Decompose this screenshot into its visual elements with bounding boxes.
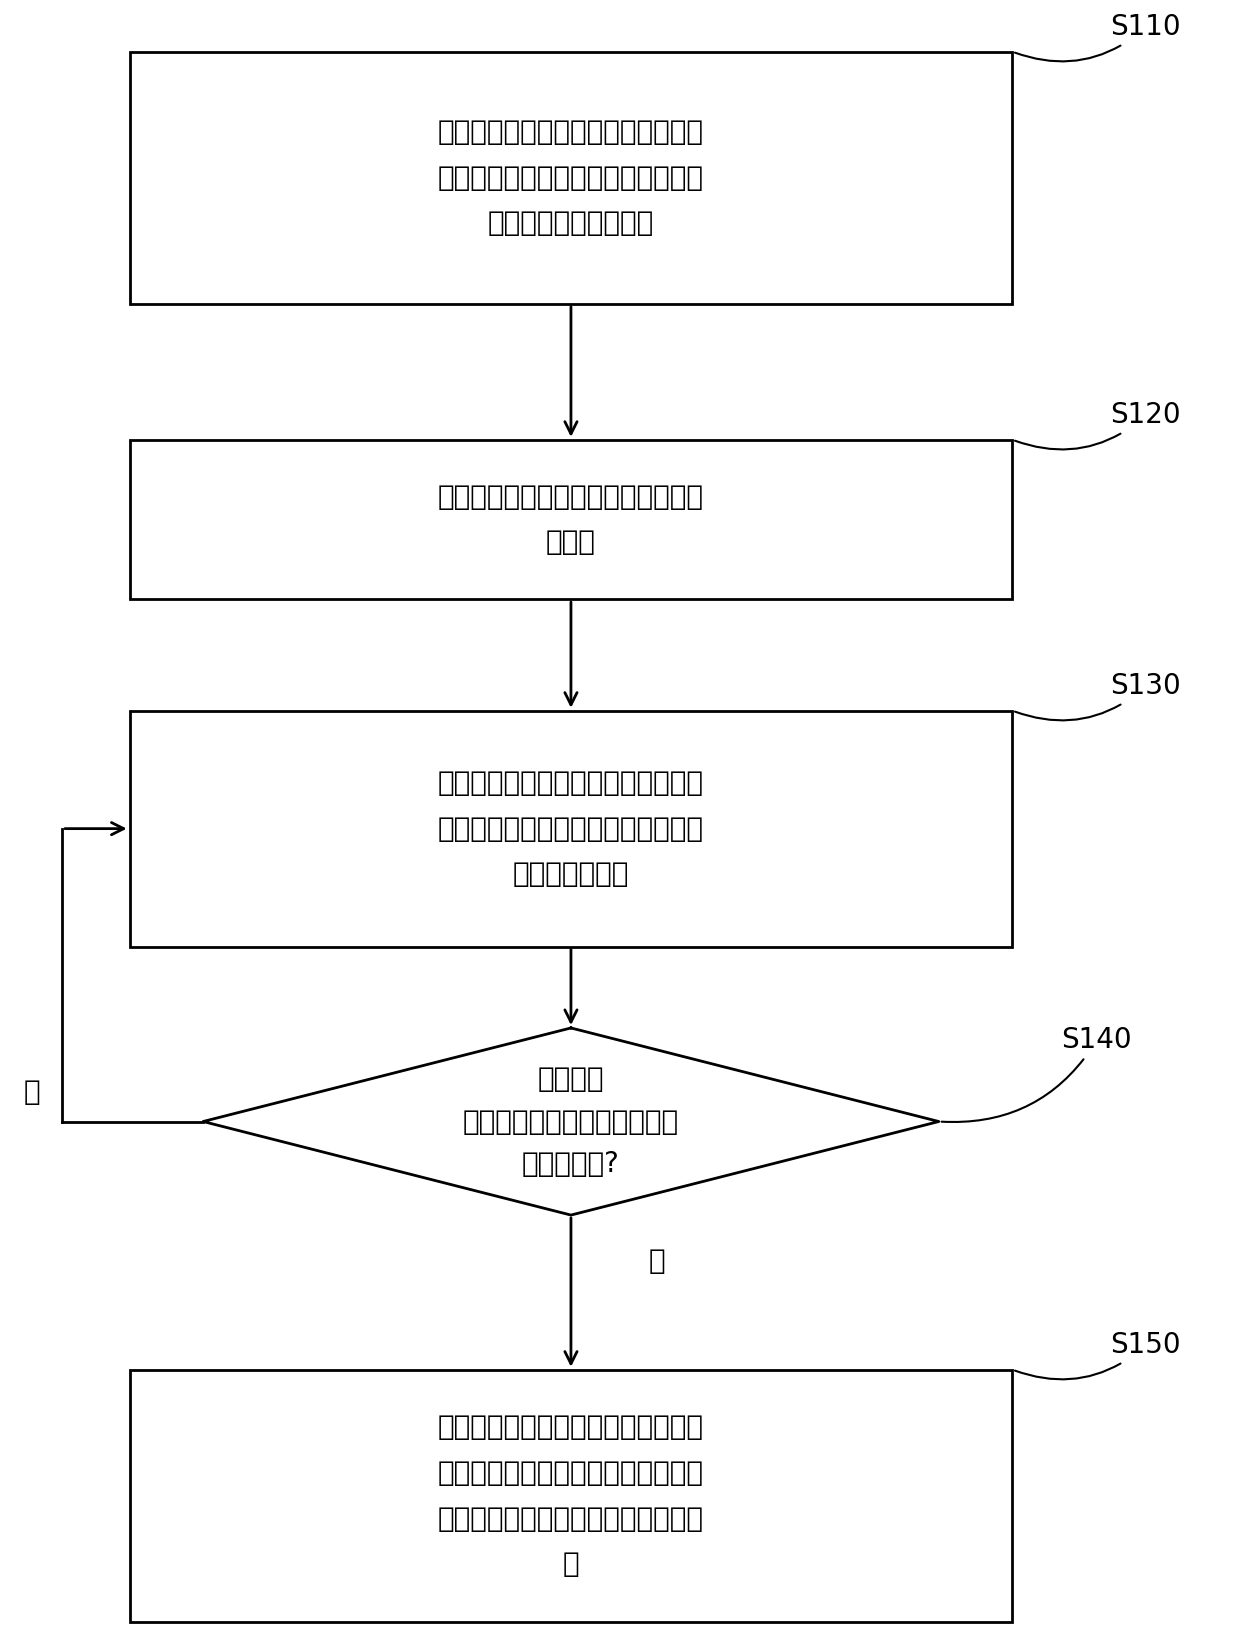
Text: S130: S130 (1016, 673, 1182, 720)
Text: 根据不同的抄读方式将所有子节点分: 根据不同的抄读方式将所有子节点分 (438, 482, 704, 510)
Bar (129, 711, 1012, 947)
Text: S120: S120 (1016, 402, 1180, 450)
Text: 节点的抄读成功率及抄读时长选取该: 节点的抄读成功率及抄读时长选取该 (438, 164, 704, 192)
Text: 同时在不同抄读方式对应的信道中分: 同时在不同抄读方式对应的信道中分 (438, 770, 704, 798)
Text: 据: 据 (563, 1551, 579, 1579)
Text: 子节点对应的抄读方式: 子节点对应的抄读方式 (487, 210, 653, 238)
Text: S110: S110 (1016, 13, 1180, 61)
Text: 是: 是 (649, 1247, 665, 1275)
Text: 为两组: 为两组 (546, 528, 596, 556)
Text: 力数据进行抄读: 力数据进行抄读 (513, 860, 629, 888)
Text: 有一组子: 有一组子 (538, 1065, 604, 1093)
Text: S150: S150 (1016, 1331, 1180, 1380)
Text: 节点对应电能表的电力数据已: 节点对应电能表的电力数据已 (463, 1108, 680, 1136)
Text: 在通信成功率满足预定条件下通过该: 在通信成功率满足预定条件下通过该 (438, 1413, 704, 1441)
Text: 根据预先存储的抄读白名单中每一子: 根据预先存储的抄读白名单中每一子 (438, 118, 704, 146)
Text: 否: 否 (24, 1078, 40, 1106)
Polygon shape (203, 1027, 939, 1214)
Text: S140: S140 (941, 1026, 1132, 1122)
Text: 经抄读完毕?: 经抄读完毕? (522, 1150, 620, 1178)
Text: 未抄读子节点对应的电能表的电力数: 未抄读子节点对应的电能表的电力数 (438, 1505, 704, 1533)
Text: 别对所述两组子节点对应电能表的电: 别对所述两组子节点对应电能表的电 (438, 814, 704, 842)
Text: 组对应的抄读方式抄读另一组中剩余: 组对应的抄读方式抄读另一组中剩余 (438, 1459, 704, 1487)
Bar (129, 1370, 1012, 1621)
Bar (129, 440, 1012, 599)
Bar (129, 51, 1012, 304)
